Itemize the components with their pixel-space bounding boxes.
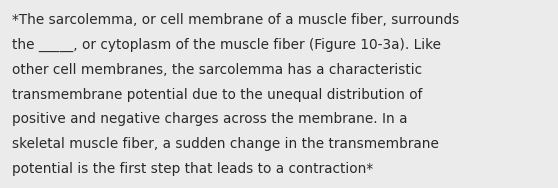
Text: potential is the first step that leads to a contraction*: potential is the first step that leads t… [12,162,373,176]
Text: *The sarcolemma, or cell membrane of a muscle fiber, surrounds: *The sarcolemma, or cell membrane of a m… [12,13,460,27]
Text: the _____, or cytoplasm of the muscle fiber (Figure 10-3a). Like: the _____, or cytoplasm of the muscle fi… [12,38,441,52]
Text: positive and negative charges across the membrane. In a: positive and negative charges across the… [12,112,408,126]
Text: other cell membranes, the sarcolemma has a characteristic: other cell membranes, the sarcolemma has… [12,63,422,77]
Text: skeletal muscle fiber, a sudden change in the transmembrane: skeletal muscle fiber, a sudden change i… [12,137,439,151]
Text: transmembrane potential due to the unequal distribution of: transmembrane potential due to the unequ… [12,88,422,102]
